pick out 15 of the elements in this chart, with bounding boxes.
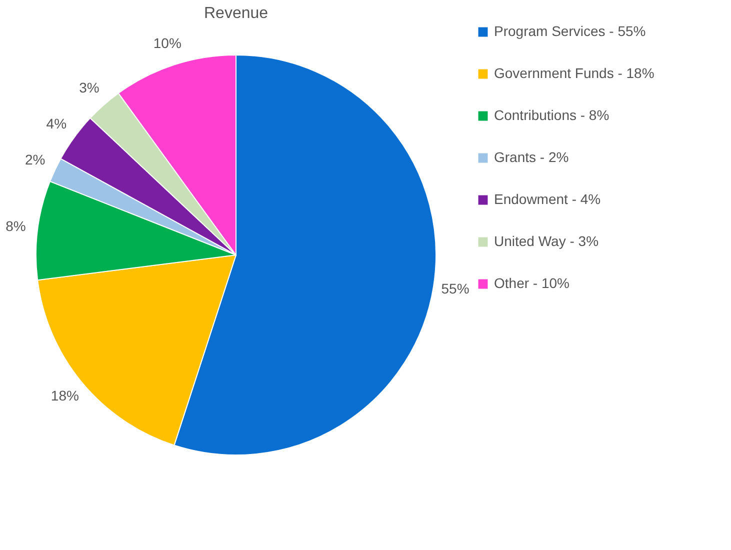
legend-label: Program Services - 55% [494,23,646,39]
data-label: 2% [25,151,46,168]
legend-label: Other - 10% [494,275,570,291]
legend-label: Contributions - 8% [494,107,610,123]
legend-label: United Way - 3% [494,233,599,249]
data-label: 4% [46,116,67,132]
data-label: 10% [153,34,182,51]
chart-title: Revenue [204,5,268,22]
data-label: 3% [79,79,100,96]
legend-label: Grants - 2% [494,149,569,165]
data-label: 18% [50,388,79,404]
legend-label: Endowment - 4% [494,191,601,207]
data-label: 8% [6,218,26,234]
data-label: 55% [441,280,470,297]
legend-label: Government Funds - 18% [494,65,654,81]
